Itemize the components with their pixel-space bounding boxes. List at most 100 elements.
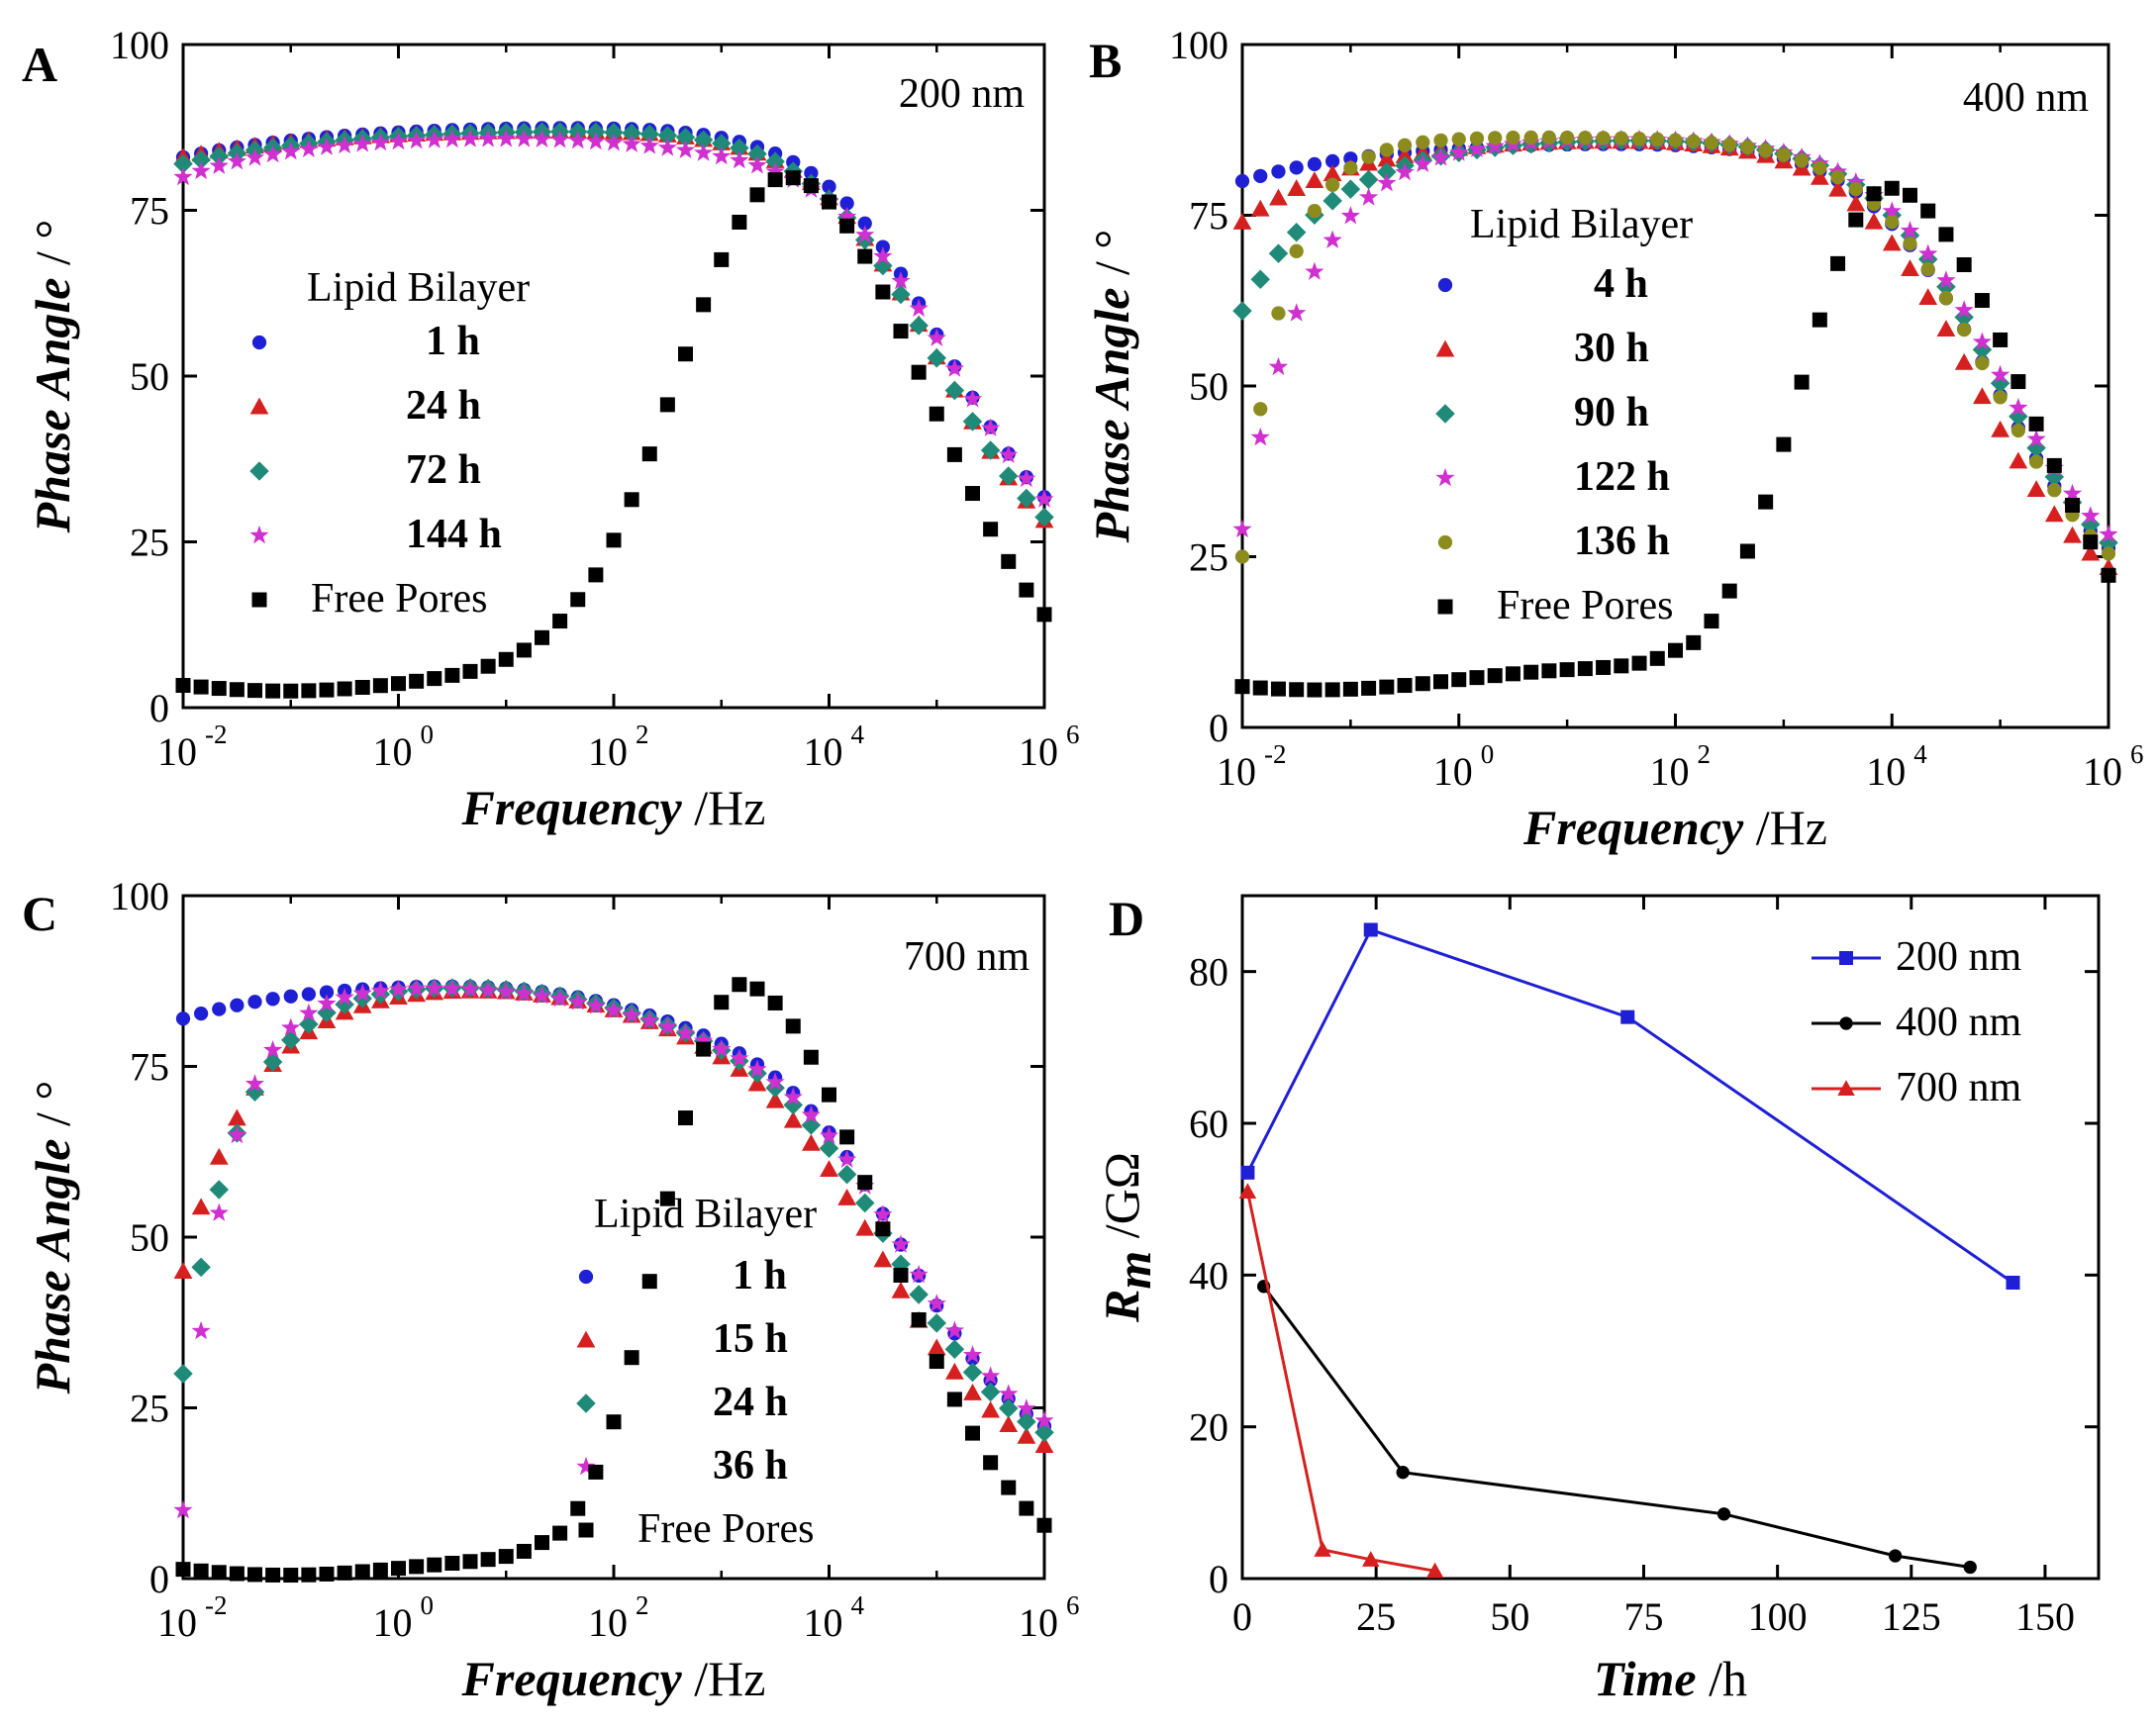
data-point (1559, 662, 1575, 678)
x-tick-label: 10 (588, 1600, 628, 1645)
data-point (552, 614, 568, 629)
data-point (1433, 674, 1449, 690)
panel-letter: B (1089, 33, 1122, 88)
data-point (460, 979, 480, 998)
legend-entry-label: 136 h (1574, 519, 1670, 564)
legend-marker (1435, 404, 1455, 424)
x-tick-exponent: 2 (636, 720, 649, 749)
data-point (209, 1147, 229, 1165)
series-line (1245, 1191, 1435, 1573)
data-point (927, 1294, 946, 1312)
x-tick-exponent: -2 (205, 1590, 228, 1620)
data-point (372, 1562, 388, 1578)
data-point (822, 179, 836, 194)
data-point (2081, 506, 2101, 525)
data-point (2009, 398, 2028, 417)
data-point (1287, 303, 1307, 322)
data-point (1017, 1398, 1036, 1417)
data-point (2009, 451, 2028, 469)
data-point (980, 440, 1001, 460)
x-tick-label: 10 (157, 729, 197, 774)
data-point (173, 166, 193, 186)
data-point (191, 149, 211, 170)
data-point (516, 642, 532, 658)
data-point (263, 144, 283, 163)
x-tick-exponent: 4 (1913, 739, 1927, 769)
data-point (1812, 312, 1827, 328)
data-point (1991, 420, 2009, 437)
data-point (2009, 407, 2028, 427)
legend-marker (249, 525, 269, 544)
data-point (283, 1568, 299, 1584)
x-tick-exponent: 0 (1481, 739, 1495, 769)
data-point (857, 248, 873, 264)
y-tick-label: 0 (149, 686, 169, 730)
y-axis-title-unit: / ° (25, 220, 80, 278)
data-point (873, 255, 893, 276)
data-point (712, 134, 732, 153)
data-point (1361, 149, 1376, 164)
data-point (962, 412, 983, 432)
legend-entry-label: 90 h (1574, 390, 1649, 435)
y-tick-label: 20 (1189, 1405, 1228, 1450)
data-point (281, 1017, 301, 1036)
data-point (891, 1234, 911, 1253)
data-point (999, 1415, 1019, 1433)
x-tick-exponent: -2 (205, 720, 228, 749)
data-point (478, 980, 498, 999)
data-point (1377, 161, 1397, 182)
data-point (837, 1188, 856, 1205)
data-point (927, 347, 946, 368)
data-point (836, 1164, 857, 1185)
data-point (714, 251, 730, 267)
data-point (1307, 156, 1323, 172)
y-tick-label: 50 (130, 1215, 169, 1260)
data-point (803, 178, 819, 194)
x-tick-exponent: 4 (851, 1590, 865, 1620)
legend-marker (1837, 1080, 1855, 1096)
y-axis-title: Phase Angle / ° (1084, 230, 1139, 544)
data-point (1017, 1426, 1036, 1444)
data-point (1740, 140, 1755, 154)
data-point (765, 1091, 785, 1108)
x-tick-label: 75 (1623, 1594, 1663, 1639)
legend-marker (1437, 599, 1453, 615)
data-point (2099, 532, 2118, 553)
y-axis-title-unit: / ° (25, 1081, 80, 1139)
data-point (1686, 134, 1701, 148)
data-point (893, 1267, 909, 1283)
data-point (857, 1175, 873, 1191)
data-point (209, 1202, 229, 1221)
x-axis-title: Frequency /Hz (1522, 800, 1827, 855)
panel-d: D 0 25 50 75 100 125 150 0 20 40 60 80 Time /h Rm /GΩ 2… (1094, 891, 2101, 1706)
data-point (622, 134, 641, 152)
data-point (1794, 153, 1810, 168)
data-point (1631, 655, 1647, 671)
legend-entry-label: 30 h (1574, 326, 1649, 371)
data-point (1395, 162, 1415, 181)
data-point (407, 131, 427, 149)
data-point (822, 1087, 836, 1103)
data-point (1289, 682, 1305, 698)
legend-marker (576, 1330, 596, 1348)
data-point (873, 1204, 893, 1223)
data-point (1397, 138, 1413, 152)
data-point (657, 138, 677, 156)
data-point (462, 1554, 478, 1570)
data-point (1686, 634, 1702, 650)
data-point (873, 1250, 893, 1268)
data-point (929, 1354, 944, 1370)
data-point (354, 680, 370, 696)
data-point (352, 983, 372, 1002)
data-point (675, 140, 696, 158)
data-point (173, 1364, 193, 1384)
x-tick-exponent: 0 (421, 720, 435, 749)
data-point (1397, 678, 1413, 694)
data-point (694, 143, 714, 161)
data-point (694, 1030, 714, 1049)
y-tick-label: 50 (130, 354, 169, 399)
x-tick-exponent: 6 (1066, 720, 1080, 749)
data-point (963, 1383, 982, 1400)
data-point (944, 358, 964, 377)
